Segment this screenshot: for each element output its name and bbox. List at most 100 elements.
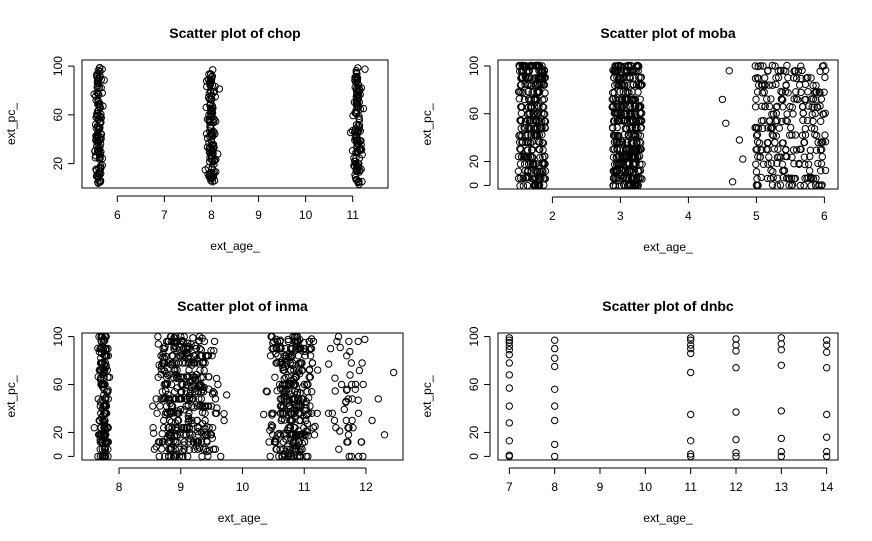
data-point — [165, 416, 174, 425]
data-point — [538, 117, 546, 126]
data-point — [823, 433, 831, 441]
data-point — [779, 103, 787, 111]
data-point — [804, 88, 812, 96]
data-point — [101, 399, 110, 408]
data-point — [153, 409, 161, 417]
data-point — [167, 380, 176, 389]
y-tick-label: 100 — [467, 326, 481, 346]
data-point — [551, 440, 559, 449]
data-point — [751, 74, 760, 83]
x-axis: 7 8 9 10 11 12 13 14 — [506, 467, 834, 494]
data-point — [188, 431, 196, 439]
data-point — [171, 334, 179, 342]
y-tick-label: 0 — [51, 453, 65, 460]
data-point — [505, 437, 513, 445]
data-point — [201, 402, 210, 410]
data-point — [551, 402, 559, 410]
data-point — [210, 337, 219, 346]
data-point — [269, 409, 277, 417]
data-point — [308, 359, 317, 367]
data-point — [632, 67, 640, 76]
data-point — [100, 76, 108, 84]
chart-title: Scatter plot of inma — [177, 298, 308, 314]
data-point — [152, 395, 160, 403]
data-point — [93, 83, 101, 92]
data-point — [199, 445, 208, 453]
x-tick-label: 13 — [775, 480, 789, 494]
data-point — [99, 411, 107, 420]
data-point — [101, 423, 109, 431]
data-point — [167, 433, 175, 441]
data-point — [516, 160, 525, 168]
data-point — [154, 373, 162, 381]
data-point — [814, 138, 822, 147]
data-point — [732, 408, 740, 416]
y-tick-label: 60 — [467, 378, 481, 392]
data-point — [201, 359, 209, 367]
data-point — [823, 341, 831, 349]
data-point — [207, 152, 216, 160]
data-point — [271, 373, 279, 381]
data-point — [168, 402, 177, 410]
data-point — [540, 66, 549, 75]
data-point — [100, 431, 108, 439]
data-point — [310, 431, 319, 439]
data-point — [176, 405, 185, 414]
data-point — [505, 338, 513, 347]
data-point — [173, 374, 181, 383]
data-point — [777, 361, 785, 369]
data-point — [210, 160, 218, 168]
data-point — [779, 96, 787, 104]
data-point — [817, 160, 826, 168]
data-point — [162, 394, 170, 402]
data-point — [343, 385, 351, 393]
data-point — [194, 427, 202, 436]
data-point — [636, 138, 644, 146]
y-tick-label: 60 — [51, 108, 65, 122]
data-point — [343, 438, 351, 446]
x-tick-label: 9 — [177, 480, 184, 494]
data-point — [823, 336, 831, 344]
data-point — [173, 366, 181, 374]
data-point — [287, 354, 295, 362]
data-point — [777, 434, 785, 443]
data-point — [631, 146, 639, 154]
data-point — [298, 359, 306, 367]
y-tick-label: 60 — [467, 107, 481, 121]
data-point — [96, 72, 104, 80]
data-point — [186, 394, 194, 402]
data-point — [200, 366, 208, 375]
data-point — [157, 395, 165, 403]
data-point — [790, 95, 798, 103]
data-point — [521, 62, 530, 70]
data-point — [351, 385, 359, 393]
data-point — [522, 67, 531, 76]
data-point — [529, 109, 537, 118]
data-point — [779, 139, 787, 147]
data-point — [541, 73, 549, 82]
data-point — [815, 181, 823, 189]
data-point — [351, 162, 359, 171]
data-point — [314, 366, 322, 374]
data-point — [628, 96, 637, 104]
data-point — [173, 438, 182, 446]
data-point — [184, 359, 193, 367]
data-point — [193, 416, 202, 425]
data-point — [783, 61, 791, 70]
data-point — [800, 138, 809, 147]
y-tick-label: 0 — [467, 453, 481, 460]
data-point — [357, 438, 366, 446]
data-point — [820, 61, 828, 70]
data-point — [797, 145, 805, 154]
data-point — [625, 103, 634, 111]
data-point — [273, 431, 282, 439]
data-point — [276, 445, 284, 453]
data-point — [809, 81, 817, 90]
data-point — [526, 153, 535, 161]
panel-1: Scatter plot of chop 6 7 8 9 10 11 20 60 100 ext_a… — [4, 25, 389, 253]
data-point — [768, 110, 776, 119]
data-point — [353, 166, 361, 174]
data-point — [535, 103, 543, 111]
data-point — [625, 167, 634, 176]
data-point — [180, 438, 189, 446]
